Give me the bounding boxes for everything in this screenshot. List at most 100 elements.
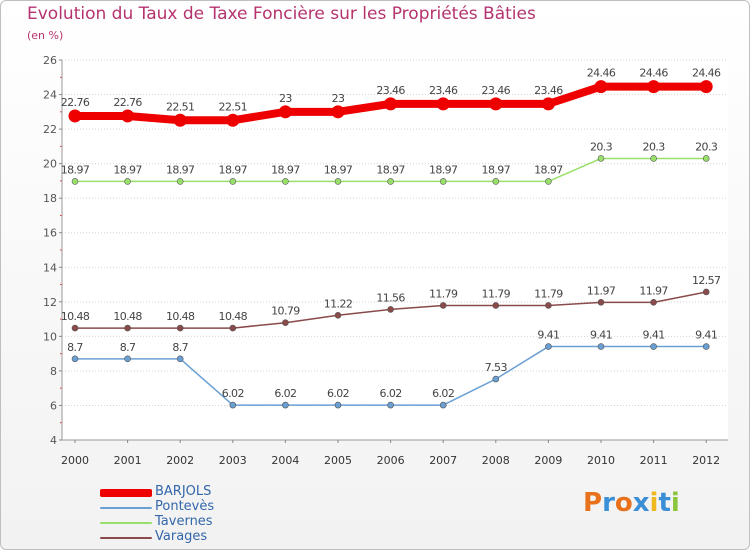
data-label: 22.51: [219, 100, 248, 113]
y-tick-label: 4: [50, 434, 57, 447]
data-point: [282, 178, 289, 185]
data-point: [492, 302, 500, 309]
data-label: 18.97: [166, 163, 195, 176]
x-tick-label: 2012: [692, 454, 720, 467]
data-label: 22.51: [166, 100, 195, 113]
y-tick-label: 14: [43, 261, 57, 274]
x-tick-label: 2007: [429, 454, 457, 467]
data-label: 22.76: [113, 96, 142, 109]
data-point: [597, 299, 605, 306]
data-point: [702, 288, 710, 296]
data-label: 22.76: [61, 96, 90, 109]
data-point: [387, 178, 394, 185]
data-point: [387, 401, 394, 409]
data-point: [597, 155, 605, 162]
data-label: 24.46: [692, 67, 721, 80]
data-point: [124, 178, 131, 185]
y-tick-label: 20: [43, 158, 57, 171]
data-label: 8.7: [120, 341, 136, 354]
data-label: 9.41: [537, 329, 559, 342]
data-point: [334, 178, 342, 185]
data-point: [545, 178, 552, 185]
data-label: 10.48: [113, 310, 142, 323]
data-label: 10.79: [271, 305, 300, 318]
x-tick-label: 2000: [61, 454, 89, 467]
data-label: 11.97: [587, 284, 616, 297]
logo-letter: P: [583, 488, 603, 518]
logo-letter: i: [670, 488, 680, 518]
data-point: [439, 401, 447, 409]
x-tick-label: 2008: [482, 454, 510, 467]
data-label: 18.97: [376, 163, 405, 176]
data-point: [702, 343, 710, 350]
data-point: [647, 80, 661, 94]
data-point: [545, 302, 552, 309]
legend-label: Pontevès: [155, 499, 215, 514]
data-label: 23.46: [482, 84, 511, 97]
data-label: 18.97: [482, 163, 511, 176]
logo-letter: x: [632, 488, 650, 518]
data-point: [124, 355, 131, 363]
data-label: 23: [279, 92, 292, 105]
data-point: [334, 401, 342, 409]
data-point: [436, 97, 450, 111]
data-label: 12.57: [692, 274, 721, 287]
x-tick-label: 2005: [324, 454, 352, 467]
data-label: 18.97: [219, 163, 248, 176]
data-point: [278, 105, 292, 119]
data-label: 18.97: [271, 163, 300, 176]
y-tick-label: 6: [50, 399, 57, 412]
data-point: [650, 299, 657, 306]
legend-swatch: [100, 522, 152, 524]
legend-swatch: [100, 489, 152, 497]
data-label: 23: [332, 92, 345, 105]
data-label: 11.22: [324, 297, 353, 310]
data-label: 23.46: [376, 84, 405, 97]
data-label: 18.97: [324, 163, 353, 176]
data-point: [650, 155, 657, 162]
data-point: [492, 375, 500, 383]
data-label: 18.97: [113, 163, 142, 176]
data-point: [699, 80, 713, 94]
data-point: [331, 105, 345, 119]
data-label: 10.48: [219, 310, 248, 323]
data-point: [489, 97, 503, 111]
data-point: [282, 401, 289, 409]
x-tick-label: 2006: [377, 454, 405, 467]
data-point: [541, 97, 555, 111]
data-point: [229, 324, 237, 332]
data-label: 18.97: [534, 163, 563, 176]
data-point: [702, 155, 710, 162]
data-label: 11.79: [482, 287, 511, 300]
legend-label: BARJOLS: [155, 484, 212, 499]
data-label: 8.7: [67, 341, 83, 354]
x-tick-label: 2009: [534, 454, 562, 467]
y-tick-label: 12: [43, 296, 57, 309]
data-point: [597, 343, 605, 350]
data-point: [282, 319, 289, 327]
x-tick-label: 2002: [166, 454, 194, 467]
data-label: 9.41: [590, 329, 612, 342]
data-point: [173, 113, 187, 127]
data-label: 18.97: [429, 163, 458, 176]
y-axis-unit-label: (en %): [27, 29, 64, 42]
data-point: [68, 109, 82, 123]
data-point: [439, 302, 447, 309]
data-point: [650, 343, 657, 350]
data-label: 10.48: [61, 310, 90, 323]
data-label: 6.02: [222, 387, 244, 400]
y-tick-label: 26: [43, 54, 57, 67]
data-point: [229, 178, 237, 185]
data-point: [71, 324, 79, 332]
logo-letter: o: [614, 488, 633, 518]
data-point: [384, 97, 398, 111]
data-label: 6.02: [432, 387, 454, 400]
chart-title: Evolution du Taux de Taxe Foncière sur l…: [27, 4, 536, 24]
legend-swatch: [100, 537, 152, 539]
legend-swatch: [100, 507, 152, 509]
data-point: [594, 80, 608, 94]
data-point: [176, 178, 184, 185]
data-point: [492, 178, 500, 185]
data-point: [439, 178, 447, 185]
